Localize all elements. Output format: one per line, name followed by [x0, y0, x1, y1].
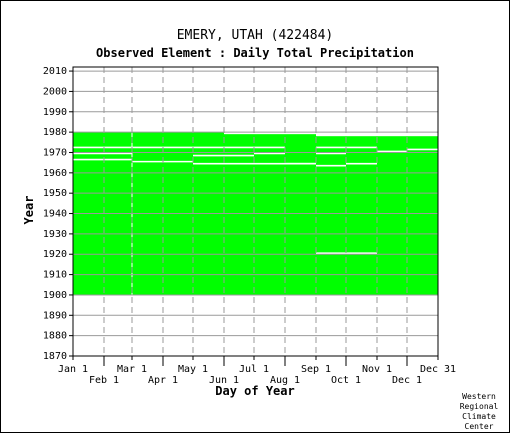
- data-coverage-month: [316, 136, 346, 295]
- plot-border: [72, 66, 439, 357]
- y-tick-label: 1980: [43, 127, 67, 138]
- x-tick-label: Sep 1: [301, 364, 331, 375]
- data-coverage-month: [254, 134, 285, 295]
- x-axis-label: Day of Year: [215, 384, 294, 398]
- y-tick-label: 2000: [43, 86, 67, 97]
- y-tick-label: 2010: [43, 66, 67, 77]
- x-tick-label: Mar 1: [117, 364, 147, 375]
- y-tick-label: 1910: [43, 270, 67, 281]
- chart-subtitle: Observed Element : Daily Total Precipita…: [96, 46, 414, 60]
- data-coverage-month: [377, 136, 407, 295]
- credit-line-3: Climate: [462, 412, 496, 421]
- x-tick-label: Aug 1: [270, 375, 300, 386]
- x-tick-label: May 1: [178, 364, 208, 375]
- y-tick-label: 1870: [43, 351, 67, 362]
- credit-line-2: Regional: [460, 402, 499, 411]
- y-tick-label: 1940: [43, 209, 67, 220]
- x-tick-label: Dec 1: [392, 375, 422, 386]
- x-tick-label: Jan 1: [58, 364, 88, 375]
- x-tick-label: Jun 1: [209, 375, 239, 386]
- y-tick-label: 1960: [43, 168, 67, 179]
- grid-layer: [73, 67, 438, 356]
- x-tick-label: Nov 1: [362, 364, 392, 375]
- credit-block: Western Regional Climate Center: [460, 392, 499, 431]
- y-tick-label: 1900: [43, 290, 67, 301]
- y-tick-label: 1880: [43, 331, 67, 342]
- y-tick-label: 1950: [43, 188, 67, 199]
- y-tick-label: 1970: [43, 147, 67, 158]
- y-tick-label: 1920: [43, 249, 67, 260]
- y-axis-label: Year: [22, 196, 36, 225]
- tick-layer: 1870 1880 1890 1900 1910 1920 1930 1940 1950 1960…: [43, 66, 456, 386]
- data-coverage-month: [346, 136, 377, 295]
- x-tick-label: Apr 1: [148, 375, 178, 386]
- y-tick-label: 1990: [43, 107, 67, 118]
- data-coverage-month: [224, 134, 254, 295]
- data-coverage-month: [285, 134, 316, 295]
- x-tick-label: Dec 31: [420, 364, 456, 375]
- data-coverage-month: [407, 136, 438, 295]
- y-tick-label: 1890: [43, 310, 67, 321]
- x-tick-label: Jul 1: [239, 364, 269, 375]
- y-tick-label: 1930: [43, 229, 67, 240]
- credit-line-1: Western: [462, 392, 496, 401]
- x-tick-label: Feb 1: [89, 375, 119, 386]
- credit-line-4: Center: [465, 422, 494, 431]
- x-tick-label: Oct 1: [331, 375, 361, 386]
- chart-title: EMERY, UTAH (422484): [177, 28, 334, 43]
